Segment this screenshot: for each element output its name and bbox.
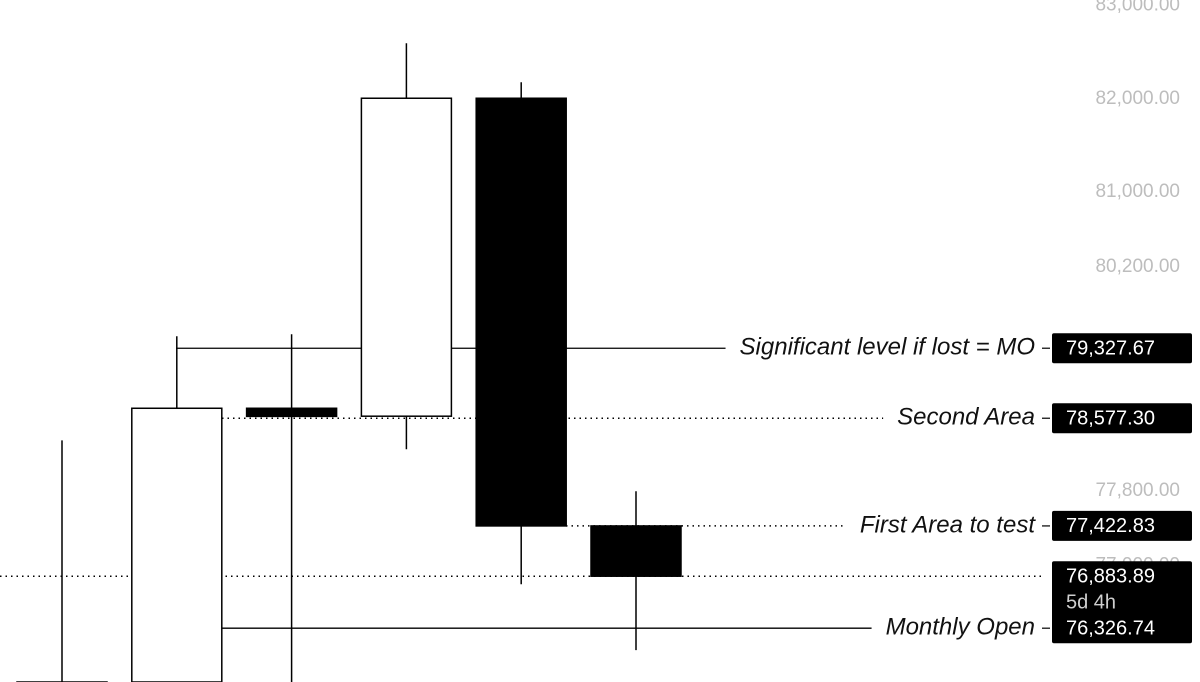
candle-body	[475, 97, 567, 527]
candle-body	[131, 407, 223, 682]
countdown: 5d 4h	[1066, 591, 1116, 613]
level-label: First Area to test	[860, 511, 1036, 538]
level-label: Second Area	[897, 404, 1035, 431]
price-label: 77,422.83	[1066, 515, 1155, 537]
y-tick-label: 82,000.00	[1095, 88, 1180, 109]
price-box	[1052, 510, 1192, 541]
price-label: 78,577.30	[1066, 408, 1155, 430]
y-tick-label: 83,000.00	[1095, 0, 1180, 16]
price-box	[1052, 403, 1192, 434]
y-tick-label: 81,000.00	[1095, 181, 1180, 202]
price-label: 79,327.67	[1066, 337, 1155, 359]
level-label: Significant level if lost = MO	[740, 334, 1035, 361]
y-tick-label: 77,800.00	[1095, 480, 1180, 501]
price-label: 76,326.74	[1066, 617, 1155, 639]
candle-body	[360, 97, 453, 417]
price-box	[1052, 561, 1192, 618]
candle-body	[590, 525, 682, 577]
price-label: 76,883.89	[1066, 565, 1155, 587]
level-label: Monthly Open	[886, 614, 1035, 641]
price-box	[1052, 333, 1192, 364]
y-tick-label: 80,200.00	[1095, 256, 1180, 277]
candle-body	[245, 407, 338, 418]
price-box	[1052, 613, 1192, 644]
